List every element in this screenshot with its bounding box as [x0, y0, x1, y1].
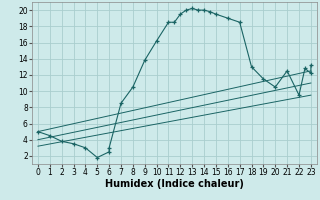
X-axis label: Humidex (Indice chaleur): Humidex (Indice chaleur) — [105, 179, 244, 189]
